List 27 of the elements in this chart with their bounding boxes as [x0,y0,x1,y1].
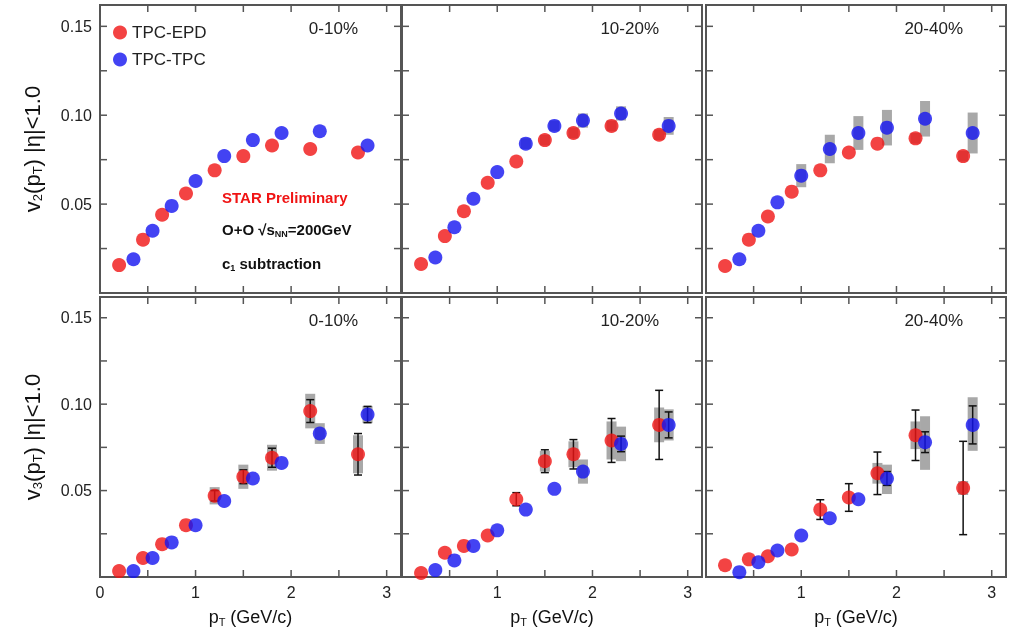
x-tick-label: 2 [286,583,296,601]
x-tick-label: 1 [492,583,502,601]
text: 10-20% [600,19,660,38]
text: 10-20% [600,311,660,330]
y-tick-label: 0.10 [60,395,93,413]
x-tick-label: 1 [191,583,201,601]
y-tick-label: 0.10 [60,106,93,124]
y-tick-label: 0.05 [60,482,93,500]
y-tick-label: 0.15 [60,17,93,35]
text: 0-10% [308,311,358,330]
y-tick-label: 0.15 [60,309,93,327]
x-tick-label: 3 [382,583,392,601]
text: 0-10% [308,19,358,38]
x-tick-label: 3 [987,583,997,601]
text: 20-40% [904,19,964,38]
y-tick-label: 0.05 [60,195,93,213]
text: 20-40% [904,311,964,330]
x-tick-label: 0 [95,583,105,601]
legend-label: TPC-TPC [132,50,206,69]
y-axis-title: v2(pT) |η|<1.0 [19,85,45,213]
annotation: STAR Preliminary [222,189,349,206]
x-tick-label: 1 [796,583,806,601]
x-tick-label: 2 [588,583,598,601]
x-tick-label: 2 [892,583,902,601]
x-tick-label: 3 [683,583,693,601]
legend-label: TPC-EPD [132,23,207,42]
y-axis-title: v3(pT) |η|<1.0 [19,373,45,501]
